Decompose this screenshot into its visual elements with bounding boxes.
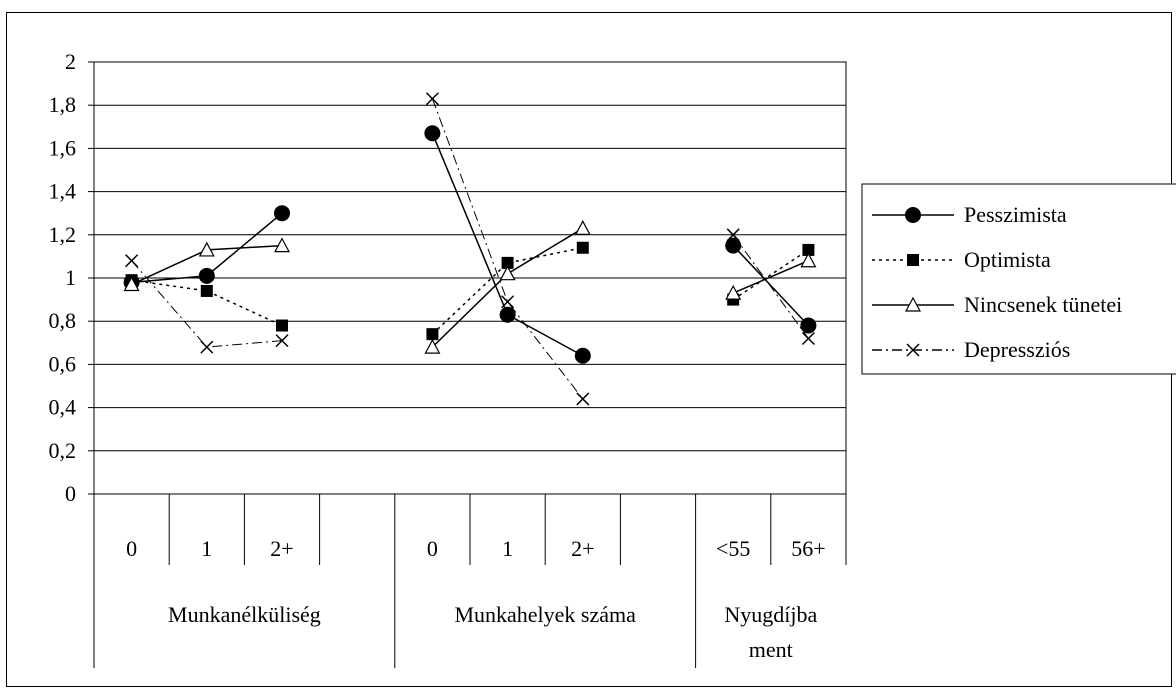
data-point [424,338,441,354]
data-point [801,331,815,346]
data-point [426,328,439,341]
y-tick-label: 1,8 [49,92,77,117]
legend-label: Nincsenek tünetei [964,292,1122,317]
data-point [200,284,213,297]
series-line [732,234,809,339]
series-line [431,227,584,348]
data-point [125,254,139,268]
series-line [732,245,809,327]
y-tick-label: 2 [65,49,76,74]
data-point [273,237,291,253]
y-tick-label: 1,6 [49,135,77,160]
series-line [732,249,809,301]
data-point [274,205,290,222]
series-line [732,260,809,294]
data-point [576,241,589,254]
y-tick-label: 0 [65,481,76,506]
legend-marker [905,207,921,223]
y-tick-label: 0,6 [49,351,77,376]
legend: Pesszimista Optimista Nincsenek tünetei Dep… [861,183,1176,375]
y-tick-label: 1,4 [49,179,77,204]
legend-marker [906,343,920,357]
data-point [501,295,515,309]
x-tick-label: 0 [427,536,438,561]
data-point [574,220,591,235]
legend-label: Depressziós [964,337,1070,362]
y-axis: 0 0,2 0,4 0,6 0,8 1 1,2 1,4 1,6 1,8 2 [49,49,94,506]
x-tick-label: <55 [716,536,750,561]
data-point [198,267,215,284]
data-point [574,347,591,364]
x-axis-table: 0 1 2+ 0 1 2+ <55 56+ Munkanélküliség Munkahelyek… [93,494,847,668]
legend-item: Optimista [872,247,1051,272]
x-tick-label: 2+ [270,536,293,561]
data-point [501,256,514,269]
x-tick-label: 0 [126,536,137,561]
data-point [123,276,140,292]
data-point [725,284,742,300]
data-point [198,241,215,257]
data-point [425,92,439,106]
x-tick-label: 2+ [571,536,594,561]
data-point [800,252,817,268]
data-point [499,265,516,281]
y-tick-label: 0,4 [49,395,77,420]
group-label: Munkahelyek száma [454,602,636,627]
series-depressziós [125,92,815,406]
group-label: Nyugdíjba [724,602,817,627]
data-point [802,243,815,256]
legend-marker [907,254,919,266]
data-point [499,306,516,323]
series [123,92,817,406]
legend-item: Depressziós [872,337,1070,362]
x-tick-label: 1 [502,536,513,561]
series-line [431,98,584,400]
group-label: Munkanélküliség [168,602,321,627]
y-tick-label: 1 [65,265,76,290]
x-tick-label: 56+ [791,536,825,561]
series-nincsenek-tünetei [123,220,817,354]
group-label-line2: ment [749,637,793,662]
legend-label: Optimista [964,247,1051,272]
data-point [276,319,288,332]
data-point [725,237,742,254]
x-tick-label: 1 [201,536,212,561]
y-tick-label: 0,8 [49,308,77,333]
legend-item: Nincsenek tünetei [872,292,1122,317]
y-tick-label: 0,2 [49,438,77,463]
y-tick-label: 1,2 [49,222,77,247]
legend-marker [904,296,922,312]
data-point [200,340,214,354]
data-point [726,228,740,242]
series-pesszimista [123,125,817,364]
data-point [275,334,289,348]
series-line [431,247,583,335]
legend-item: Pesszimista [872,202,1067,227]
data-point [576,392,590,406]
data-point [800,317,817,334]
data-point [424,125,441,142]
grid [94,104,846,452]
legend-label: Pesszimista [964,202,1067,227]
